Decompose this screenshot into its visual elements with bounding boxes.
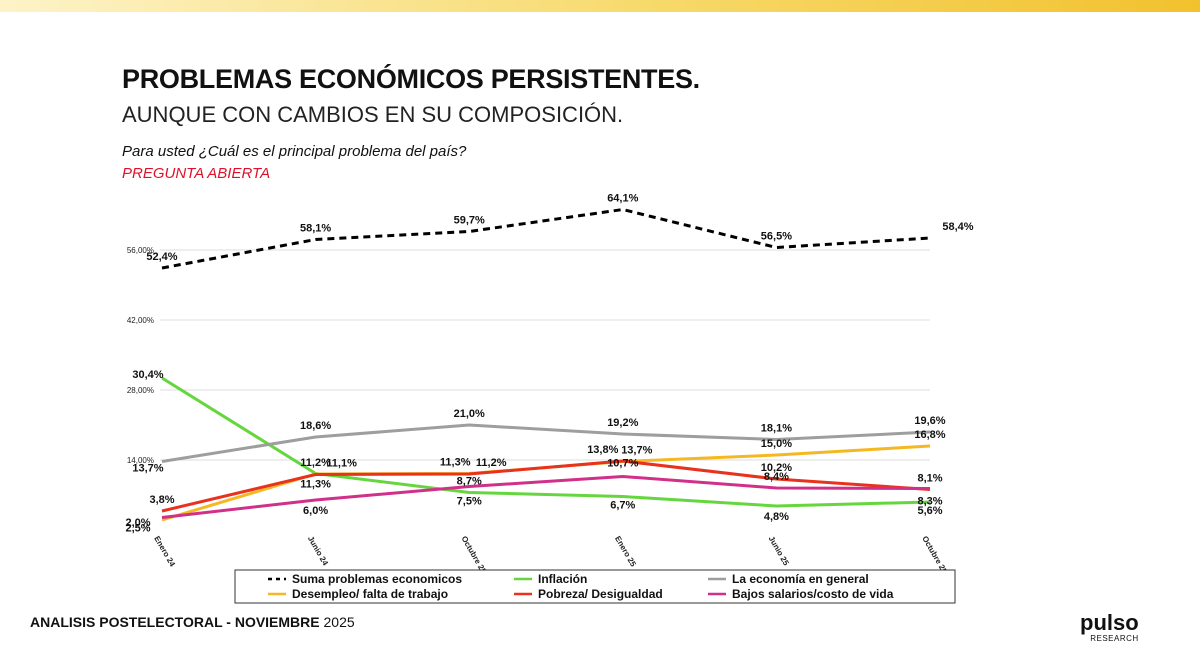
y-tick-label: 28,00% xyxy=(127,386,154,395)
data-label: 11,3% xyxy=(300,479,331,491)
data-label: 8,1% xyxy=(917,473,942,485)
series-line xyxy=(161,475,931,519)
data-label: 16,8% xyxy=(914,429,945,441)
data-label: 11,1% xyxy=(326,458,357,470)
data-label: 58,1% xyxy=(300,223,331,235)
data-label: 21,0% xyxy=(454,408,485,420)
legend-box xyxy=(234,569,956,604)
footer-title: ANALISIS POSTELECTORAL - NOVIEMBRE xyxy=(30,614,320,630)
data-label: 6,7% xyxy=(610,500,635,512)
data-label: 8,7% xyxy=(457,476,482,488)
x-tick-label: Enero 25 xyxy=(613,535,638,569)
y-tick-label: 42,00% xyxy=(127,316,154,325)
data-label: 11,3% xyxy=(440,457,471,469)
logo: pulso RESEARCH xyxy=(1080,612,1139,644)
data-label: 64,1% xyxy=(607,193,638,205)
data-label: 59,7% xyxy=(454,215,485,227)
series-line xyxy=(161,459,931,513)
data-label: 13,7% xyxy=(132,463,163,475)
data-label: 5,6% xyxy=(917,505,942,517)
legend-label: Suma problemas economicos xyxy=(292,572,462,586)
data-label: 19,2% xyxy=(607,417,638,429)
data-label: 2,5% xyxy=(125,523,150,535)
logo-text: pulso xyxy=(1080,610,1139,635)
series-line xyxy=(161,376,931,508)
slide-subtitle: AUNQUE CON CAMBIOS EN SU COMPOSICIÓN. xyxy=(122,102,624,127)
data-label: 8,3% xyxy=(917,496,942,508)
x-tick-label: Junio 24 xyxy=(306,535,330,568)
data-label: 11,2% xyxy=(476,457,507,469)
x-tick-label: Octubre 25 xyxy=(459,535,488,576)
series-line xyxy=(161,423,931,463)
data-label: 4,8% xyxy=(764,511,789,523)
data-label: 30,4% xyxy=(132,369,163,381)
footer-year: 2025 xyxy=(323,614,355,630)
data-label: 52,4% xyxy=(146,251,177,263)
data-label: 7,5% xyxy=(457,496,482,508)
x-tick-label: Octubre 25 xyxy=(920,535,949,576)
data-label: 11,2% xyxy=(300,457,331,469)
data-label: 58,4% xyxy=(942,221,973,233)
series-line xyxy=(161,208,931,270)
logo-sub: RESEARCH xyxy=(1090,634,1139,643)
data-label: 13,8% xyxy=(587,444,618,456)
legend-label: Bajos salarios/costo de vida xyxy=(732,587,894,601)
legend-label: La economía en general xyxy=(732,572,869,586)
footer: ANALISIS POSTELECTORAL - NOVIEMBRE 2025 xyxy=(30,614,355,630)
legend-label: Inflación xyxy=(538,572,587,586)
data-label: 18,1% xyxy=(761,423,792,435)
legend-label: Pobreza/ Desigualdad xyxy=(538,587,663,601)
data-label: 10,7% xyxy=(607,458,638,470)
data-label: 19,6% xyxy=(914,415,945,427)
data-label: 56,5% xyxy=(761,231,792,243)
legend-label: Desempleo/ falta de trabajo xyxy=(292,587,448,601)
top-bar xyxy=(0,0,1200,12)
slide-title: PROBLEMAS ECONÓMICOS PERSISTENTES. xyxy=(122,64,700,94)
data-label: 15,0% xyxy=(761,438,792,450)
y-tick-label: 56,00% xyxy=(127,246,154,255)
y-tick-label: 14,00% xyxy=(127,456,154,465)
x-tick-label: Enero 24 xyxy=(152,535,177,569)
data-label: 13,7% xyxy=(621,445,652,457)
data-label: 2,0% xyxy=(125,517,150,529)
data-label: 10,2% xyxy=(761,462,792,474)
x-tick-label: Junio 25 xyxy=(767,535,791,568)
note: PREGUNTA ABIERTA xyxy=(122,165,271,182)
data-label: 8,4% xyxy=(764,471,789,483)
data-label: 18,6% xyxy=(300,420,331,432)
question: Para usted ¿Cuál es el principal problem… xyxy=(122,143,467,160)
data-label: 6,0% xyxy=(303,505,328,517)
data-label: 3,8% xyxy=(149,494,174,506)
